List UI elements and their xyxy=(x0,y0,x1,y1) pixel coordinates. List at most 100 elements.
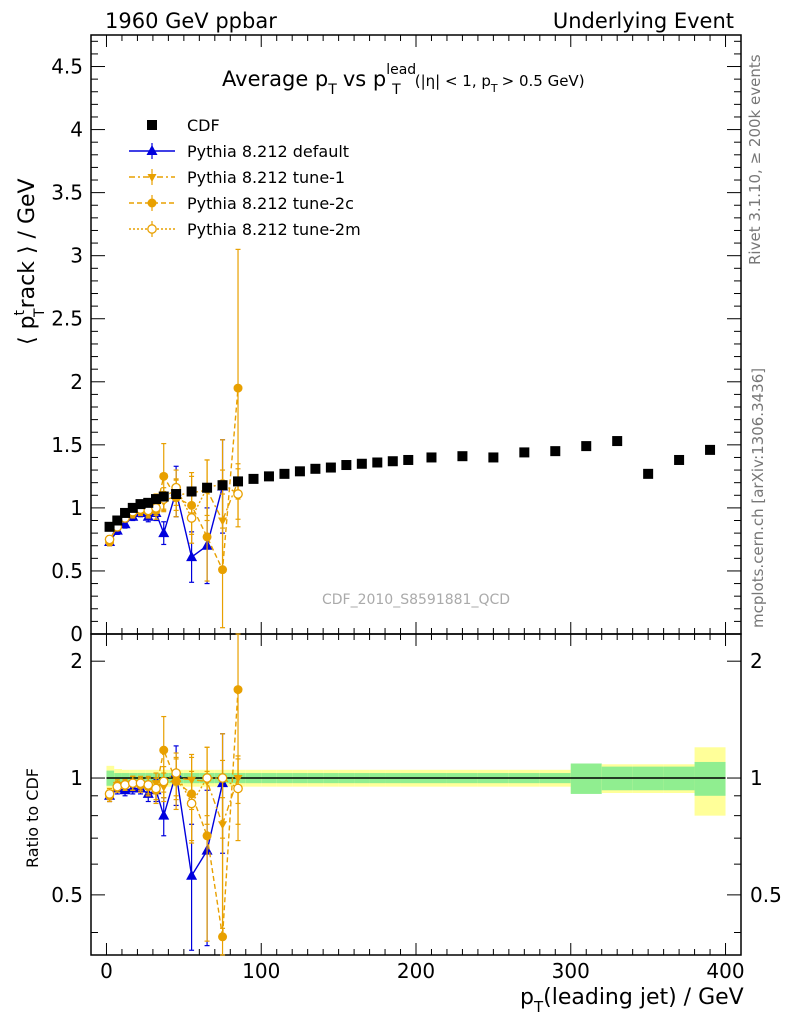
ratio-point xyxy=(104,789,115,799)
ratio-point xyxy=(120,780,130,790)
band-inner xyxy=(694,761,726,796)
ratio-point xyxy=(158,809,170,820)
top-ylabel: ⟨ pt Track ⟩ / GeV xyxy=(12,178,48,345)
x-tick-label: 400 xyxy=(706,959,744,983)
ratio-ylabel: Ratio to CDF xyxy=(23,768,42,868)
ratio-point xyxy=(217,773,228,783)
top-point xyxy=(643,468,654,479)
ratio-point xyxy=(143,780,154,790)
legend-marker xyxy=(147,198,157,208)
legend-entry-pythia-8-212-tune-1: Pythia 8.212 tune-1 xyxy=(129,168,345,187)
top-point xyxy=(217,480,228,491)
analysis-watermark: CDF_2010_S8591881_QCD xyxy=(322,592,510,608)
y-tick-label: 4 xyxy=(70,118,83,142)
ratio-point xyxy=(233,783,243,794)
top-point xyxy=(426,452,437,463)
axes: 0 100 200 300 400 0 0.5 1 1.5 2 2.5 3 3.5 4 4.5 0.5 0.5 1… xyxy=(51,34,782,983)
legend-label: CDF xyxy=(187,116,220,135)
top-point xyxy=(158,491,169,502)
top-point xyxy=(488,452,499,463)
top-point xyxy=(135,499,146,510)
legend-marker xyxy=(147,120,157,130)
legend-label: Pythia 8.212 tune-2m xyxy=(187,220,361,239)
top-point xyxy=(143,497,154,508)
top-point xyxy=(233,489,243,499)
ratio-point xyxy=(151,783,161,794)
top-point xyxy=(218,565,228,575)
y-tick-label: 0 xyxy=(70,622,83,646)
ratio-point xyxy=(202,773,212,783)
ratio-y-tick-label: 2 xyxy=(70,649,83,673)
rivet-label: Rivet 3.1.10, ≥ 200k events xyxy=(746,54,764,265)
top-point xyxy=(202,532,212,542)
legend-entry-pythia-8-212-tune-2c: Pythia 8.212 tune-2c xyxy=(129,194,354,213)
top-point xyxy=(127,502,138,513)
legend-marker xyxy=(147,224,157,234)
legend-entry-pythia-8-212-default: Pythia 8.212 default xyxy=(129,142,349,161)
x-tick-label: 100 xyxy=(242,959,280,983)
ratio-point xyxy=(202,831,212,841)
mcplots-label: mcplots.cern.ch [arXiv:1306.3436] xyxy=(749,368,767,628)
top-point xyxy=(356,458,367,469)
ratio-y-tick-label: 1 xyxy=(70,766,83,790)
ratio-y-tick-label-right: 0.5 xyxy=(750,883,782,907)
top-point xyxy=(171,489,182,500)
top-point xyxy=(248,473,259,484)
y-tick-label: 3 xyxy=(70,244,83,268)
data-series xyxy=(104,248,716,956)
top-point xyxy=(387,456,398,467)
top-point xyxy=(519,447,530,458)
top-point xyxy=(310,463,321,474)
y-tick-label: 3.5 xyxy=(51,181,83,205)
top-point xyxy=(674,454,685,465)
top-point xyxy=(372,457,383,468)
legend-entry-pythia-8-212-tune-2m: Pythia 8.212 tune-2m xyxy=(129,220,361,239)
x-tick-label: 300 xyxy=(552,959,590,983)
ratio-series-pythia-8-212-tune-2c xyxy=(105,633,243,956)
top-point xyxy=(403,454,414,465)
y-tick-label: 0.5 xyxy=(51,559,83,583)
x-tick-label: 0 xyxy=(100,959,113,983)
ratio-point xyxy=(112,781,123,792)
ratio-point xyxy=(171,768,181,778)
top-point xyxy=(279,468,290,479)
top-point xyxy=(294,466,305,477)
header-right: Underlying Event xyxy=(553,9,734,33)
legend: CDF Pythia 8.212 default Pythia 8.212 tune… xyxy=(129,116,361,239)
top-point xyxy=(186,513,197,523)
y-tick-label: 1 xyxy=(70,496,83,520)
ratio-point xyxy=(135,778,146,789)
top-point xyxy=(120,507,131,518)
top-point xyxy=(112,515,123,526)
top-point xyxy=(186,486,197,497)
top-point xyxy=(612,436,623,447)
ratio-point xyxy=(186,869,198,880)
top-series-cdf xyxy=(104,436,716,532)
top-point xyxy=(159,471,169,481)
top-point xyxy=(233,476,244,487)
top-point xyxy=(550,446,561,457)
ratio-y-tick-label-right: 1 xyxy=(750,766,763,790)
chart-title: Average pT vs plead T (|η| < 1, pT > 0.5 GeV… xyxy=(222,62,585,98)
y-tick-label: 2.5 xyxy=(51,307,83,331)
ratio-y-tick-label: 0.5 xyxy=(51,883,83,907)
top-point xyxy=(186,551,198,562)
top-point xyxy=(151,494,161,505)
top-point xyxy=(325,462,336,473)
ratio-series-pythia-8-212-tune-2m xyxy=(104,733,243,844)
y-tick-label: 1.5 xyxy=(51,433,83,457)
ratio-point xyxy=(186,798,197,809)
ratio-y-tick-label-right: 2 xyxy=(750,649,763,673)
legend-marker xyxy=(146,145,158,155)
top-point xyxy=(341,460,352,471)
top-point xyxy=(581,441,592,452)
x-tick-label: 200 xyxy=(397,959,435,983)
header-left: 1960 GeV ppbar xyxy=(105,9,277,33)
top-point xyxy=(263,471,274,482)
legend-entry-cdf: CDF xyxy=(147,116,220,135)
top-point xyxy=(233,383,243,393)
legend-label: Pythia 8.212 default xyxy=(187,142,349,161)
ratio-point xyxy=(158,776,169,787)
legend-label: Pythia 8.212 tune-2c xyxy=(187,194,354,213)
